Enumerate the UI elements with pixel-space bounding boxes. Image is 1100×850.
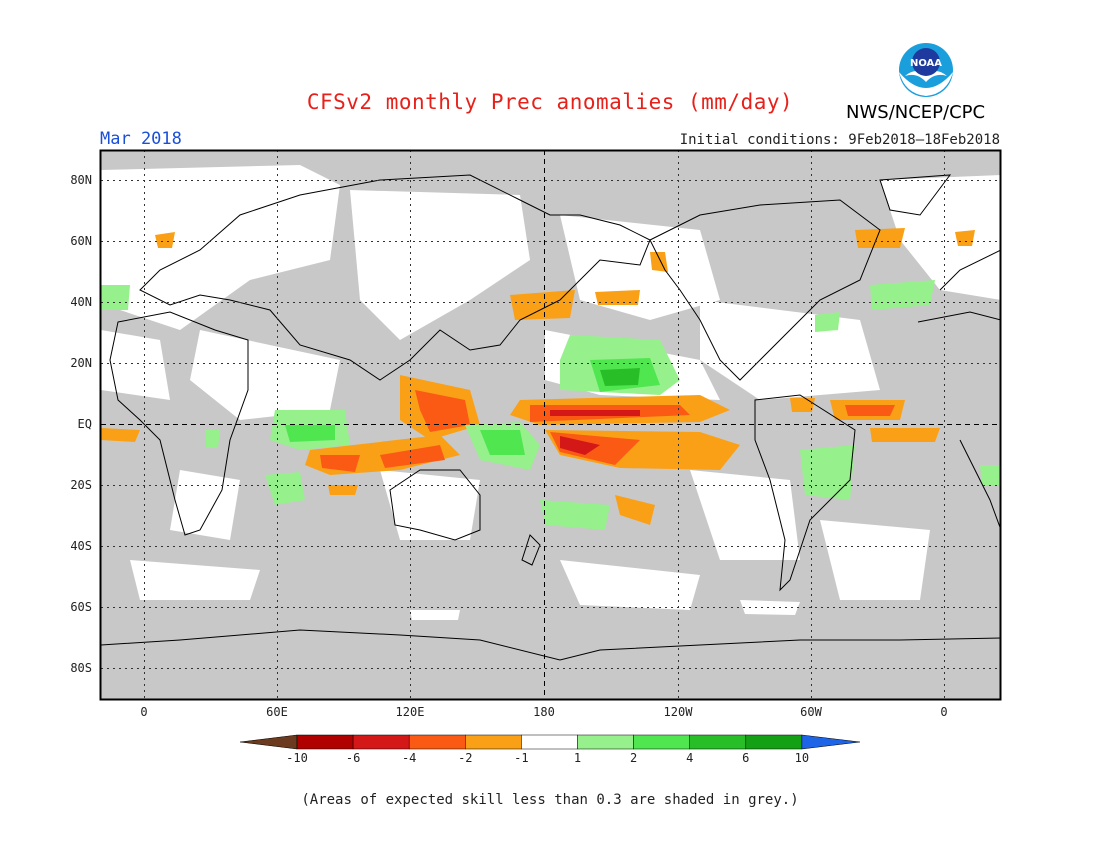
lat-label: 20N: [70, 356, 92, 370]
colorbar-tick-label: -1: [514, 751, 529, 765]
colorbar-tick-label: 1: [573, 751, 582, 765]
coastlines: [101, 174, 1001, 661]
lat-label: 40N: [70, 295, 92, 309]
colorbar-tick-label: -2: [458, 751, 473, 765]
colorbar-tick-label: 6: [742, 751, 750, 765]
lon-label: 120W: [663, 705, 693, 719]
lon-label: 0: [140, 705, 148, 719]
lon-label: 60E: [266, 705, 288, 719]
lon-label: 0: [940, 705, 948, 719]
initial-conditions: Initial conditions: 9Feb2018–18Feb2018: [679, 132, 1000, 148]
lat-label: 60S: [70, 600, 92, 614]
map-title: CFSv2 monthly Prec anomalies (mm/day): [306, 90, 794, 114]
colorbar-tick-label: -6: [345, 751, 361, 765]
lat-label: 80N: [70, 173, 92, 187]
lon-label: 60W: [800, 705, 822, 719]
lat-label: 60N: [70, 234, 92, 248]
lat-label: 40S: [70, 539, 92, 553]
lon-label: 120E: [395, 705, 425, 719]
colorbar-tick-label: -10: [286, 751, 308, 765]
colorbar-tick-label: 2: [629, 751, 638, 765]
lat-label: 20S: [70, 478, 92, 492]
forecast-month: Mar 2018: [100, 129, 182, 149]
lon-label: 180: [533, 705, 555, 719]
wet-anomalies: [101, 280, 1001, 530]
noaa-logo-text: NOAA: [910, 58, 942, 69]
footnote: (Areas of expected skill less than 0.3 a…: [301, 792, 799, 808]
equator-and-dateline: [101, 150, 1001, 699]
colorbar-tick-label: -4: [401, 751, 417, 765]
graticule: [101, 150, 1001, 699]
dry-anomalies: [101, 228, 975, 525]
lat-label: EQ: [77, 417, 92, 431]
agency-label: NWS/NCEP/CPC: [846, 102, 986, 123]
colorbar-tick-label: 4: [686, 751, 694, 765]
map-frame: [99, 149, 1002, 701]
colorbar-tick-label: 10: [794, 751, 810, 765]
lat-label: 80S: [70, 661, 92, 675]
noaa-logo: NOAA: [899, 43, 953, 97]
